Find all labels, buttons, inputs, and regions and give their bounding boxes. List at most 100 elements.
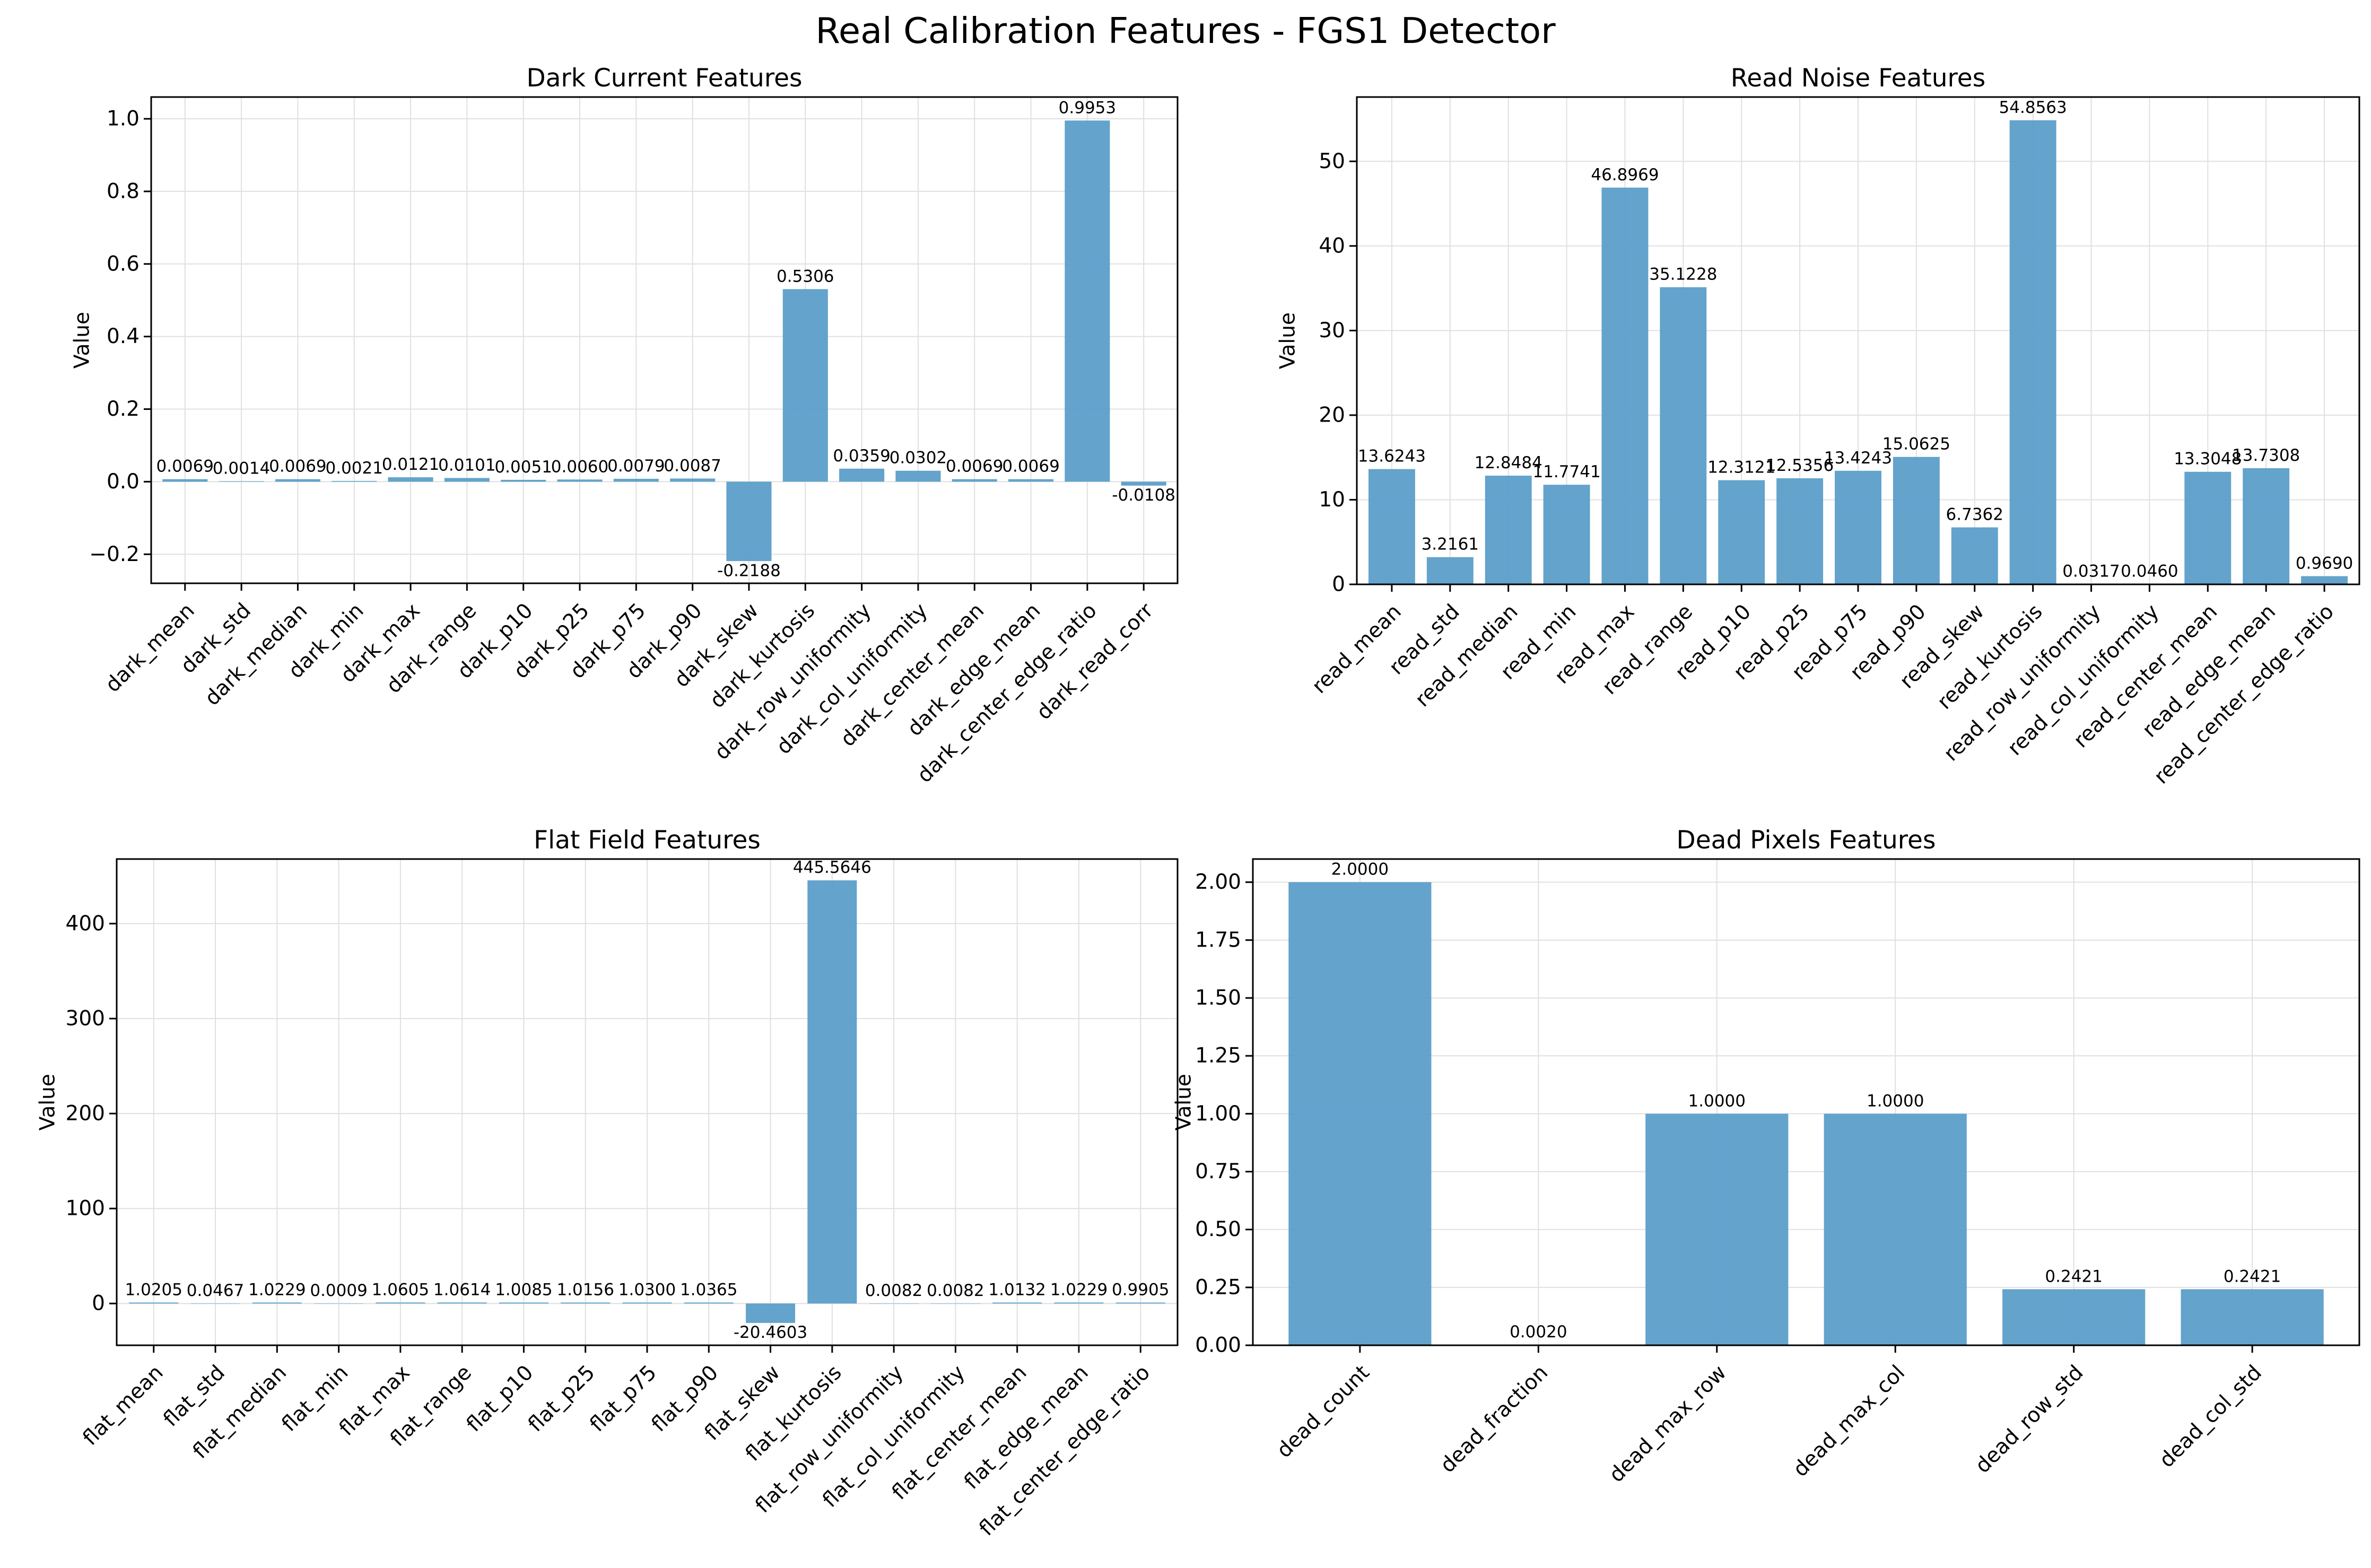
y-axis-label: Value (36, 1074, 60, 1131)
bar-flat_p75 (622, 1302, 672, 1304)
x-tick-label: dead_count (1272, 1361, 1374, 1462)
bar-value-label: 0.0009 (310, 1281, 367, 1300)
plot-area (151, 97, 1178, 583)
bar-value-label: 54.8563 (1999, 98, 2067, 117)
y-axis-label: Value (1172, 1074, 1196, 1131)
chart-dead: 2.0000 0.0020 1.0000 1.0000 0.2421 0.2421 0.00… (1172, 826, 2360, 1487)
y-tick-label: 0.2 (107, 397, 140, 421)
y-tick-label: 0.25 (1195, 1275, 1241, 1299)
bar-dead_max_col (1824, 1114, 1967, 1345)
bar-value-label: 0.2421 (2045, 1267, 2102, 1286)
bar-read_edge_mean (2243, 468, 2290, 584)
y-tick-label: 1.50 (1195, 986, 1241, 1010)
bar-read_std (1426, 557, 1474, 584)
bar-flat_kurtosis (807, 880, 857, 1304)
bar-value-label: 0.0079 (607, 457, 665, 476)
bar-value-label: 0.0460 (2121, 562, 2178, 581)
x-tick-label: flat_p10 (462, 1361, 538, 1436)
bar-dark_p75 (613, 478, 659, 482)
y-tick-label: 2.00 (1195, 870, 1241, 894)
x-tick-label: read_mean (1307, 600, 1406, 698)
bar-dark_edge_mean (1008, 479, 1054, 482)
x-tick-label: flat_p25 (524, 1361, 599, 1436)
y-tick-label: 0.8 (107, 179, 140, 203)
bar-value-label: 6.7362 (1946, 505, 2003, 524)
bar-value-label: 1.0205 (125, 1280, 182, 1299)
bar-dark_center_mean (952, 479, 997, 482)
bar-value-label: 1.0229 (1050, 1280, 1108, 1299)
bar-flat_edge_mean (1054, 1302, 1104, 1304)
y-tick-label: 0.75 (1195, 1160, 1241, 1184)
bar-value-label: 15.0625 (1882, 435, 1950, 454)
x-tick-label: dead_fraction (1436, 1361, 1553, 1477)
bar-value-label: 0.0082 (927, 1281, 984, 1300)
bar-value-label: 1.0000 (1867, 1091, 1924, 1110)
x-tick-label: dead_max_row (1605, 1361, 1731, 1487)
y-tick-label: 200 (66, 1101, 105, 1125)
bar-dead_count (1288, 882, 1432, 1345)
bar-dark_p90 (670, 478, 716, 482)
bar-flat_center_mean (992, 1302, 1042, 1304)
bar-flat_p10 (499, 1302, 548, 1304)
y-axis-label: Value (71, 312, 94, 369)
bar-dark_read_corr (1121, 481, 1166, 486)
chart-title: Dark Current Features (526, 64, 802, 93)
bar-dead_max_row (1645, 1114, 1789, 1345)
chart-title: Flat Field Features (534, 826, 761, 855)
bar-value-label: 3.2161 (1422, 535, 1479, 554)
y-tick-label: 1.0 (107, 107, 140, 131)
bar-value-label: -20.4603 (734, 1323, 807, 1342)
bar-value-label: 0.0467 (187, 1281, 244, 1300)
bar-dark_center_edge_ratio (1065, 120, 1110, 482)
bar-value-label: 0.2421 (2224, 1267, 2281, 1286)
bar-value-label: 0.0014 (213, 459, 270, 478)
bar-value-label: 0.5306 (777, 267, 834, 286)
y-tick-label: 0 (1332, 573, 1345, 597)
bar-read_median (1485, 476, 1532, 584)
bar-value-label: 0.0020 (1510, 1322, 1567, 1342)
bar-read_min (1543, 485, 1590, 584)
bar-flat_mean (129, 1302, 179, 1304)
y-tick-label: 100 (66, 1197, 105, 1221)
bar-value-label: 0.0069 (156, 457, 214, 476)
bar-flat_median (252, 1302, 302, 1304)
y-tick-label: 20 (1319, 403, 1345, 427)
y-tick-label: 0.00 (1195, 1334, 1241, 1357)
bar-value-label: 1.0132 (988, 1280, 1045, 1299)
plot-frame (150, 96, 1179, 584)
plot-frame (1252, 858, 2360, 1346)
x-tick-label: read_kurtosis (1933, 600, 2047, 714)
y-tick-label: 0.50 (1195, 1217, 1241, 1241)
y-tick-label: 1.25 (1195, 1044, 1241, 1068)
y-tick-label: 1.75 (1195, 928, 1241, 952)
bar-dark_max (388, 477, 433, 482)
bar-value-label: 0.9953 (1059, 98, 1116, 117)
bar-read_p90 (1893, 457, 1940, 584)
bar-value-label: 13.4243 (1824, 449, 1892, 468)
y-tick-label: 40 (1319, 234, 1345, 258)
y-tick-label: 0.0 (107, 470, 140, 494)
bar-value-label: 13.7308 (2232, 446, 2300, 465)
bar-read_center_edge_ratio (2301, 576, 2348, 584)
y-tick-label: 400 (66, 912, 105, 935)
bar-value-label: 1.0085 (495, 1280, 552, 1299)
bar-value-label: 0.0087 (664, 456, 721, 475)
bar-value-label: -0.0108 (1112, 486, 1175, 505)
bar-value-label: 1.0614 (433, 1280, 491, 1299)
bar-dark_range (444, 478, 490, 482)
y-tick-label: 0.4 (107, 325, 140, 348)
bar-dark_p10 (501, 479, 546, 482)
bar-value-label: 35.1228 (1649, 265, 1717, 284)
bar-dead_row_std (2002, 1289, 2146, 1345)
bar-value-label: 0.0051 (494, 458, 552, 477)
bar-flat_row_uniformity (869, 1303, 919, 1304)
bar-value-label: 0.0060 (551, 457, 608, 476)
chart-title: Read Noise Features (1731, 64, 1985, 93)
bar-value-label: 0.0101 (438, 455, 495, 475)
bar-read_max (1601, 187, 1649, 584)
y-tick-label: 1.00 (1195, 1102, 1241, 1126)
y-tick-label: 50 (1319, 150, 1345, 173)
bar-value-label: 1.0000 (1688, 1091, 1746, 1110)
